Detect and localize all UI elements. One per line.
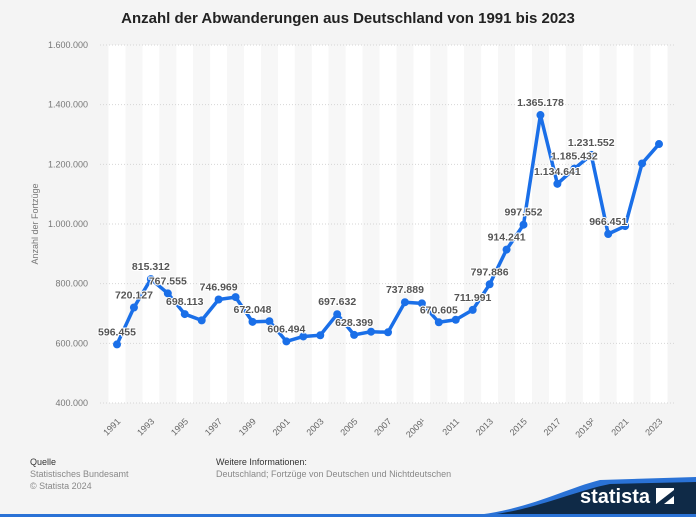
y-axis-label: Anzahl der Fortzüge bbox=[30, 183, 40, 264]
data-point bbox=[400, 298, 409, 307]
data-point bbox=[214, 295, 223, 304]
source-heading: Quelle bbox=[30, 457, 57, 467]
data-label: 697.632 bbox=[318, 296, 356, 308]
statista-logo-icon bbox=[656, 488, 674, 504]
plot-band bbox=[599, 45, 617, 403]
data-label: 797.886 bbox=[471, 266, 509, 278]
statista-logo: statista bbox=[579, 486, 650, 508]
data-point bbox=[536, 111, 545, 120]
plot-band bbox=[362, 45, 380, 403]
data-label: 746.969 bbox=[200, 281, 238, 293]
plot-band bbox=[260, 45, 278, 403]
data-label: 698.113 bbox=[166, 296, 204, 308]
data-label: 966.451 bbox=[589, 216, 627, 228]
data-label: 1.134.641 bbox=[534, 166, 581, 178]
data-label: 914.241 bbox=[488, 232, 526, 244]
y-tick-label: 1.600.000 bbox=[48, 40, 88, 50]
data-point bbox=[316, 331, 325, 340]
plot-band bbox=[396, 45, 414, 403]
data-point bbox=[468, 305, 477, 314]
plot-band bbox=[447, 45, 465, 403]
plot-band bbox=[294, 45, 312, 403]
data-point bbox=[638, 159, 647, 168]
copyright-text: © Statista 2024 bbox=[30, 481, 92, 491]
data-point bbox=[197, 316, 206, 325]
data-point bbox=[299, 332, 308, 341]
data-label: 596.455 bbox=[98, 326, 136, 338]
data-point bbox=[384, 328, 392, 337]
data-label: 1.365.178 bbox=[517, 97, 564, 109]
data-point bbox=[113, 340, 121, 349]
data-point bbox=[367, 327, 376, 336]
data-point bbox=[502, 245, 511, 254]
plot-band bbox=[633, 45, 651, 403]
data-point bbox=[163, 289, 172, 298]
plot-band bbox=[311, 45, 329, 403]
source-block: Quelle Statistisches Bundesamt © Statist… bbox=[30, 456, 129, 492]
data-point bbox=[282, 337, 291, 346]
data-point bbox=[655, 140, 663, 149]
info-text: Deutschland; Fortzüge von Deutschen und … bbox=[216, 469, 452, 479]
plot-band bbox=[108, 45, 126, 403]
data-point bbox=[333, 310, 342, 319]
data-point bbox=[417, 299, 426, 308]
data-point bbox=[180, 310, 189, 319]
y-tick-label: 1.000.000 bbox=[48, 219, 88, 229]
plot-band bbox=[159, 45, 177, 403]
plot-band bbox=[481, 45, 499, 403]
info-heading: Weitere Informationen: bbox=[216, 457, 307, 467]
data-label: 1.185.432 bbox=[551, 151, 598, 163]
data-label: 1.231.552 bbox=[568, 137, 615, 149]
data-label: 737.889 bbox=[386, 284, 424, 296]
y-tick-label: 600.000 bbox=[55, 338, 88, 348]
data-point bbox=[621, 222, 630, 231]
y-tick-label: 400.000 bbox=[55, 398, 88, 408]
y-tick-label: 1.200.000 bbox=[48, 159, 88, 169]
data-point bbox=[519, 220, 528, 229]
data-point bbox=[485, 280, 494, 289]
data-label: 720.127 bbox=[115, 289, 153, 301]
data-point bbox=[434, 318, 443, 327]
data-point bbox=[604, 230, 613, 239]
plot-band bbox=[210, 45, 228, 403]
plot-band bbox=[548, 45, 566, 403]
source-text: Statistisches Bundesamt bbox=[30, 469, 129, 479]
plot-band bbox=[498, 45, 516, 403]
data-point bbox=[553, 179, 562, 188]
plot-band bbox=[345, 45, 363, 403]
data-point bbox=[570, 164, 579, 173]
data-point bbox=[587, 150, 596, 159]
data-point bbox=[146, 275, 155, 284]
data-point bbox=[350, 330, 359, 339]
data-point bbox=[231, 293, 240, 302]
data-point bbox=[265, 317, 274, 326]
chart-title: Anzahl der Abwanderungen aus Deutschland… bbox=[121, 10, 575, 27]
data-point bbox=[129, 303, 138, 312]
plot-band bbox=[430, 45, 448, 403]
data-label: 670.605 bbox=[420, 304, 458, 316]
data-label: 997.552 bbox=[505, 207, 543, 219]
data-point bbox=[451, 315, 460, 324]
info-block: Weitere Informationen: Deutschland; Fort… bbox=[216, 456, 451, 480]
plot-band bbox=[582, 45, 600, 403]
data-point bbox=[248, 317, 257, 326]
data-label: 672.048 bbox=[234, 304, 272, 316]
data-label: 628.399 bbox=[335, 317, 373, 329]
plot-band bbox=[142, 45, 160, 403]
data-label: 606.494 bbox=[267, 323, 305, 335]
data-label: 815.312 bbox=[132, 261, 170, 273]
data-label: 767.555 bbox=[149, 275, 187, 287]
y-tick-label: 800.000 bbox=[55, 279, 88, 289]
data-label: 711.991 bbox=[454, 292, 492, 304]
y-tick-label: 1.400.000 bbox=[48, 100, 88, 110]
